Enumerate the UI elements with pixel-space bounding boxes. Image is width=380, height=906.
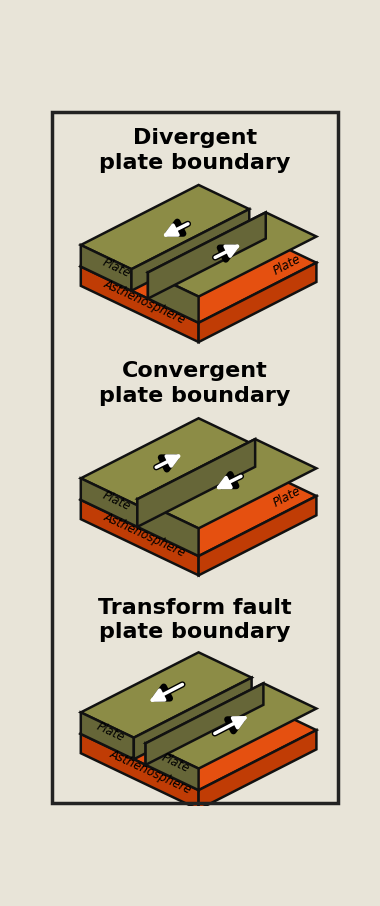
Text: Plate: Plate [271,485,303,510]
Polygon shape [81,734,199,809]
Polygon shape [199,496,317,575]
Text: Asthenosphere: Asthenosphere [107,747,193,796]
Polygon shape [81,207,317,323]
Polygon shape [81,478,146,531]
Polygon shape [199,263,317,342]
Polygon shape [81,712,134,759]
Text: Divergent
plate boundary: Divergent plate boundary [99,128,290,173]
Polygon shape [81,500,199,575]
Polygon shape [137,499,199,556]
Polygon shape [81,245,131,291]
Polygon shape [148,212,266,299]
Polygon shape [146,683,263,765]
Polygon shape [81,419,263,509]
Polygon shape [134,678,252,759]
Polygon shape [81,266,199,342]
Polygon shape [146,743,199,790]
Text: Plate: Plate [271,252,303,277]
Text: Plate: Plate [159,751,191,776]
Text: Asthenosphere: Asthenosphere [101,277,187,326]
Text: Plate: Plate [100,255,132,280]
Polygon shape [131,209,249,291]
Polygon shape [137,439,317,528]
Text: Asthenosphere: Asthenosphere [101,511,187,560]
Polygon shape [199,730,317,809]
Polygon shape [81,185,249,269]
Polygon shape [137,439,263,509]
Text: Plate: Plate [100,489,132,514]
Polygon shape [81,439,317,556]
Text: Transform fault
plate boundary: Transform fault plate boundary [98,598,291,642]
Text: Plate: Plate [94,720,127,745]
Polygon shape [81,674,317,790]
Polygon shape [146,683,317,768]
Polygon shape [148,273,199,323]
Polygon shape [148,212,317,296]
Polygon shape [81,652,252,737]
Polygon shape [137,439,255,527]
Text: Convergent
plate boundary: Convergent plate boundary [99,361,290,406]
